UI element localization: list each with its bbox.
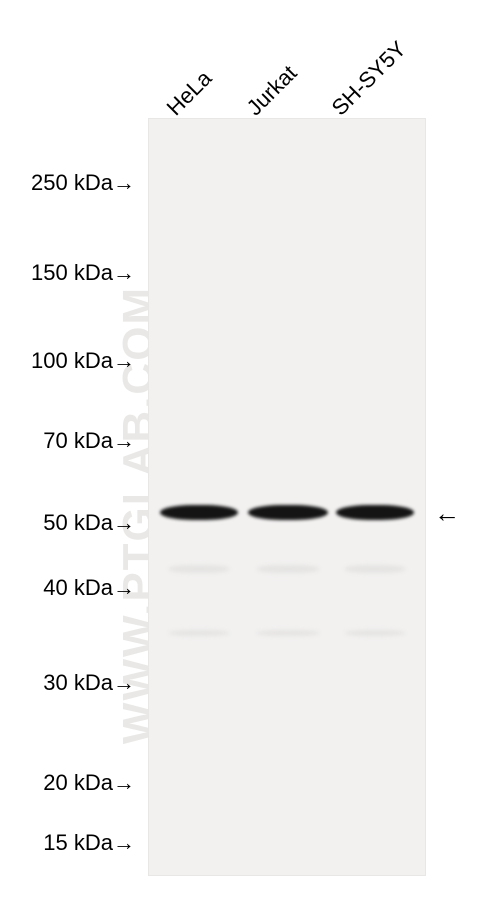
band-main-lane-1 [248,505,328,520]
lane-label-1: Jurkat [242,60,303,121]
band-faint-0-lane-0 [168,565,230,573]
band-faint-1-lane-0 [168,630,230,636]
mw-label-7: 20 kDa→ [43,770,135,796]
mw-label-6: 30 kDa→ [43,670,135,696]
band-main-lane-2 [336,505,414,520]
mw-label-8: 15 kDa→ [43,830,135,856]
mw-label-4: 50 kDa→ [43,510,135,536]
band-indicator-arrow: ← [434,498,460,529]
lane-label-0: HeLa [162,65,218,121]
blot-membrane [148,118,426,876]
band-faint-1-lane-2 [344,630,406,636]
western-blot-figure: WWW.PTGLAB.COM HeLaJurkatSH-SY5Y 250 kDa… [0,0,500,903]
band-main-lane-0 [160,505,238,520]
mw-label-2: 100 kDa→ [31,348,135,374]
band-faint-0-lane-2 [344,565,406,573]
band-faint-0-lane-1 [256,565,320,573]
band-faint-1-lane-1 [256,630,320,636]
mw-label-0: 250 kDa→ [31,170,135,196]
mw-label-5: 40 kDa→ [43,575,135,601]
lane-label-2: SH-SY5Y [327,36,412,121]
mw-label-3: 70 kDa→ [43,428,135,454]
mw-label-1: 150 kDa→ [31,260,135,286]
